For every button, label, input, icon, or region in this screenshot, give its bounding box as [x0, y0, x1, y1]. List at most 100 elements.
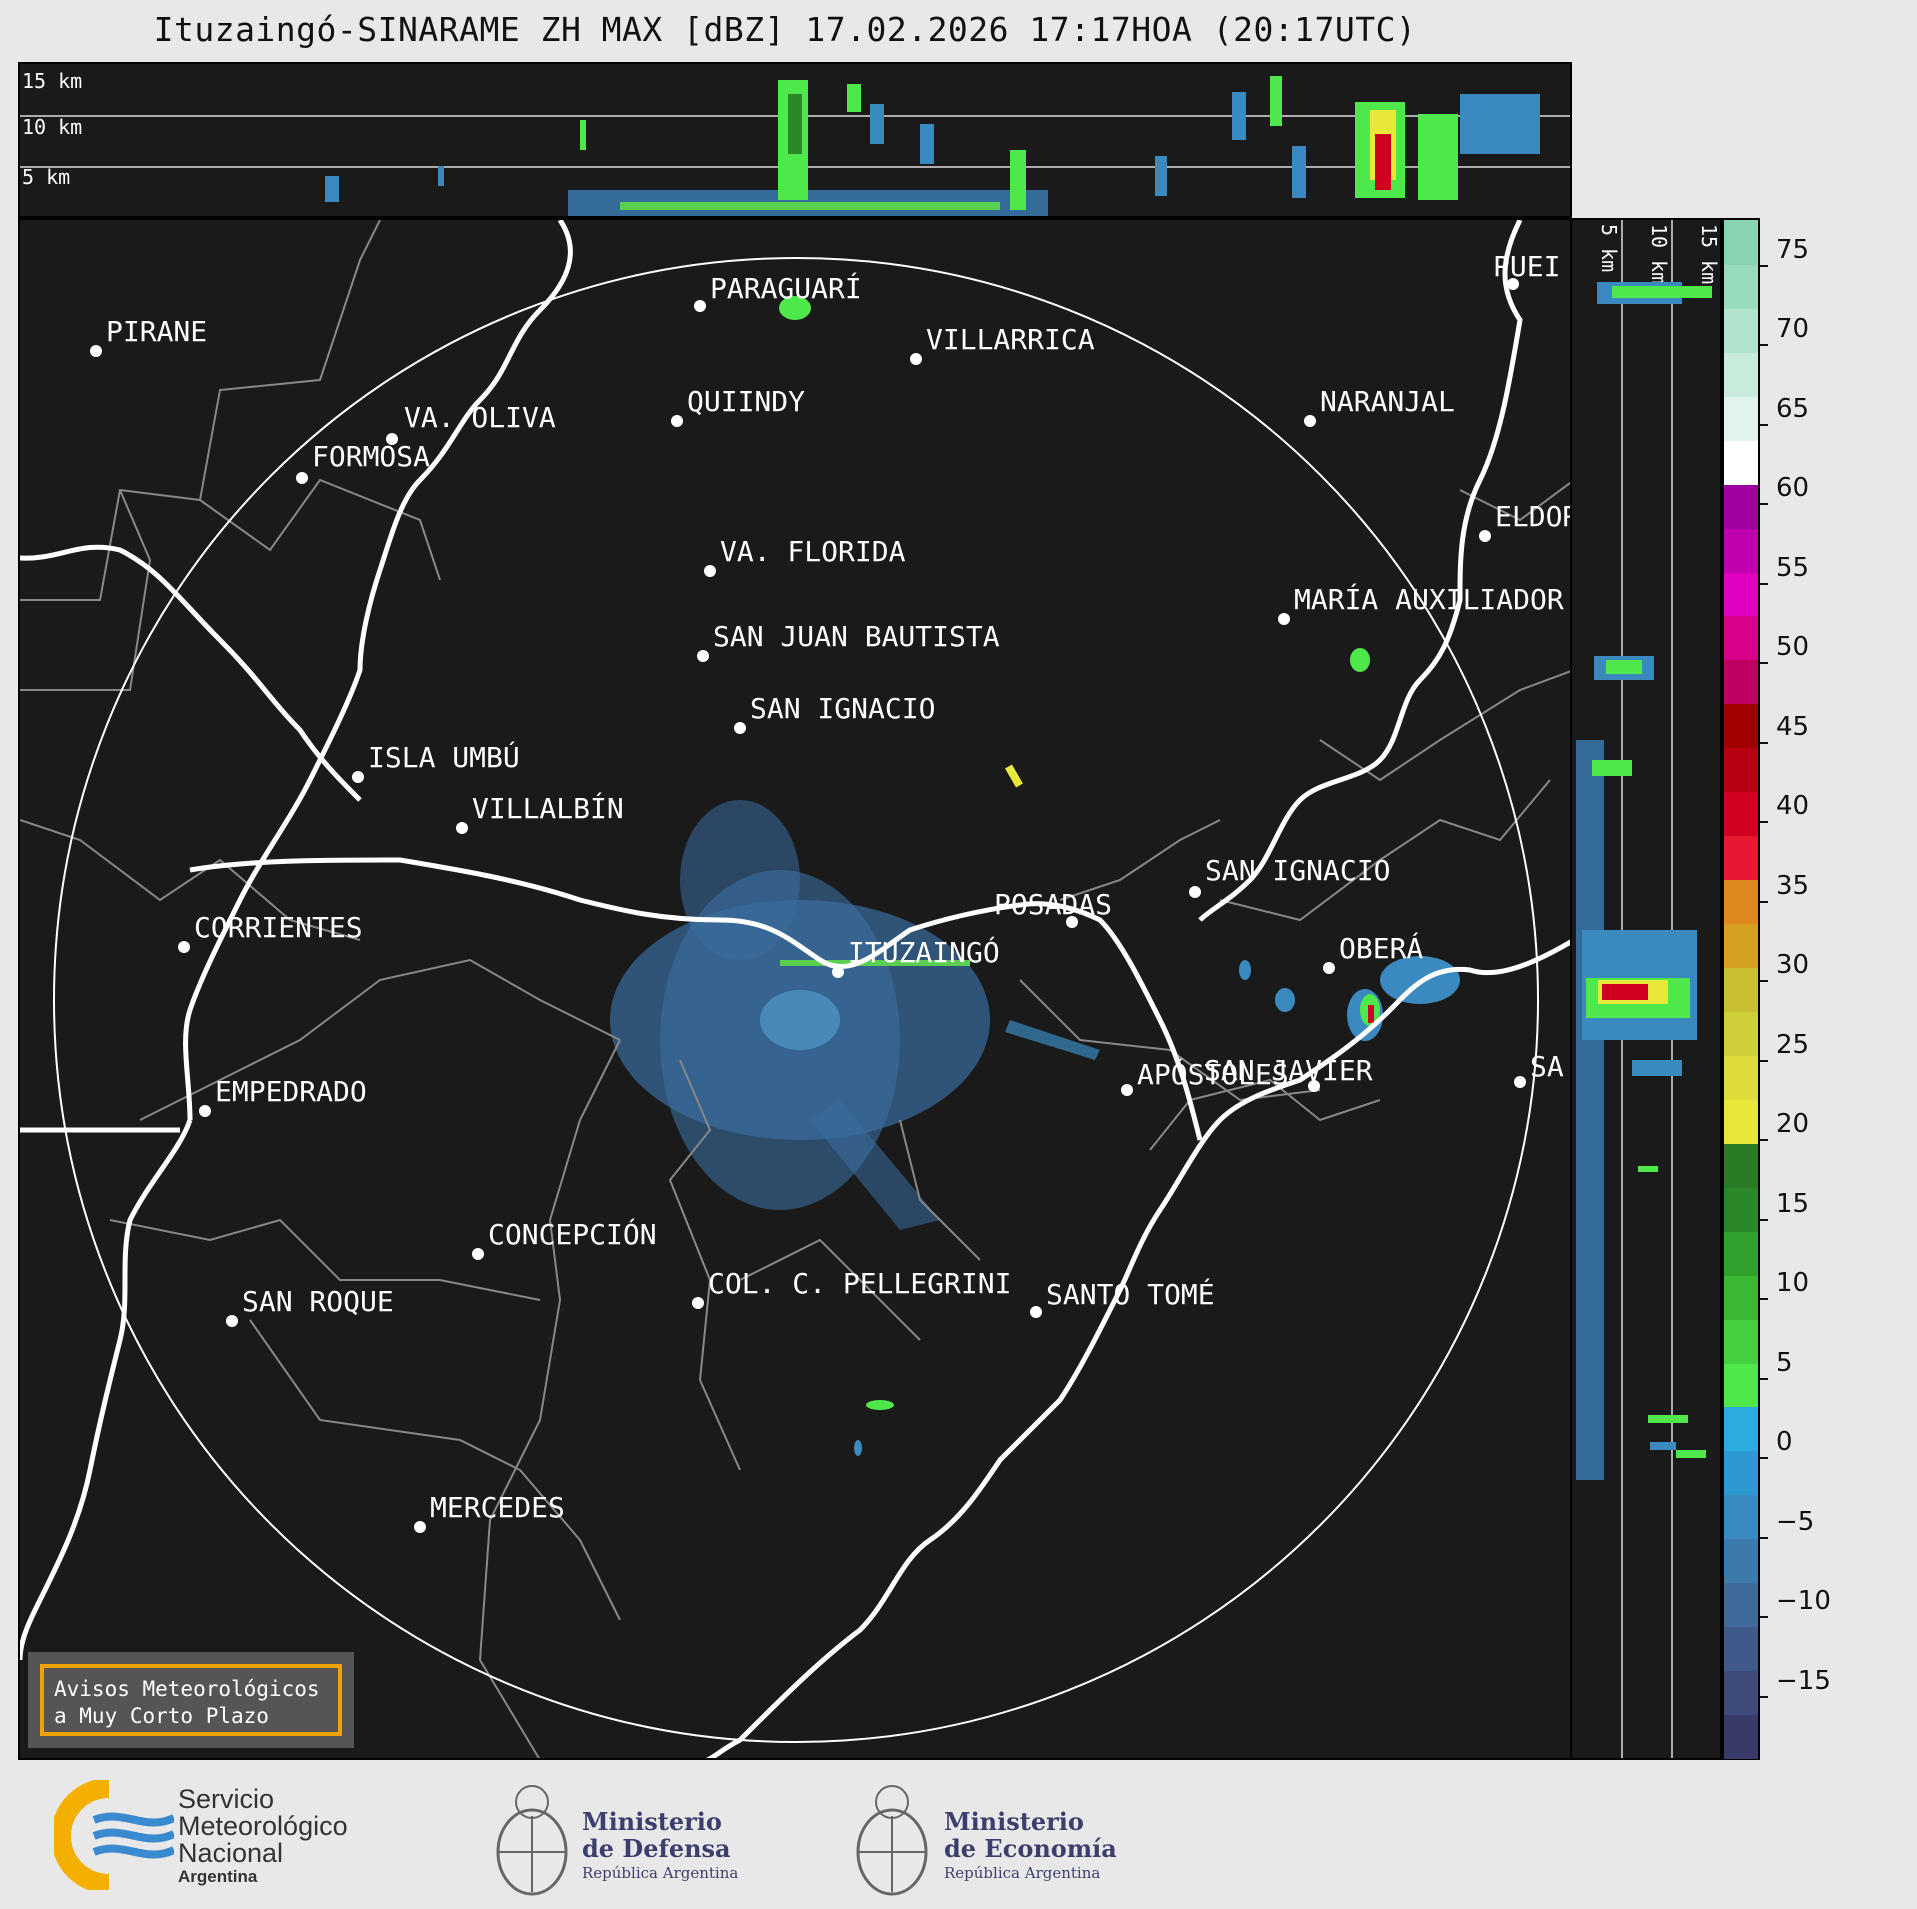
- colorbar-tick: 0: [1760, 1427, 1793, 1472]
- city-markers: PARAGUARÍ PIRANE VILLARRICA QUIINDY VA. OLIV…: [90, 250, 1572, 1533]
- colorbar-tick-label: 20: [1776, 1109, 1810, 1140]
- city-label-san-ignacio: SAN IGNACIO: [1205, 854, 1390, 887]
- colorbar-segment: [1724, 1010, 1758, 1056]
- colorbar-tick: 25: [1760, 1030, 1809, 1075]
- city-label-san-javier: SAN JAVIER: [1204, 1054, 1373, 1087]
- city-marker-san-juan-bautista: [697, 650, 709, 662]
- colorbar-tick-label: −15: [1776, 1665, 1831, 1696]
- colorbar-tick-label: 75: [1776, 234, 1810, 265]
- top-label-5km: 5 km: [22, 165, 70, 189]
- colorbar-segment: [1724, 1538, 1758, 1584]
- colorbar-segment: [1724, 1142, 1758, 1188]
- colorbar-segment: [1724, 1054, 1758, 1100]
- city-marker-santo-tome: [1030, 1306, 1042, 1318]
- avisos-line1: Avisos Meteorológicos: [54, 1677, 320, 1701]
- city-marker-naranjal: [1304, 415, 1316, 427]
- city-label-pirane: PIRANE: [106, 315, 207, 348]
- avisos-badge[interactable]: Avisos Meteorológicos a Muy Corto Plazo: [28, 1652, 354, 1748]
- side-cross-section-svg: 5 km 10 km 15 km: [1576, 220, 1721, 1758]
- avisos-line2: a Muy Corto Plazo: [54, 1704, 269, 1728]
- colorbar-segment: [1724, 1714, 1758, 1759]
- smn-line4: Argentina: [178, 1867, 258, 1886]
- city-marker-puei: [1507, 278, 1519, 290]
- chart-title: Ituzaingó-SINARAME ZH MAX [dBZ] 17.02.20…: [153, 10, 1417, 49]
- river-borders: [20, 220, 1570, 1758]
- defensa-line2: de Defensa: [582, 1834, 731, 1863]
- colorbar-segment: [1724, 483, 1758, 529]
- colorbar-segment: [1724, 1186, 1758, 1232]
- city-marker-mercedes: [414, 1521, 426, 1533]
- city-label-corrientes: CORRIENTES: [194, 911, 363, 944]
- city-label-villarrica: VILLARRICA: [926, 323, 1095, 356]
- colorbar-segment: [1724, 527, 1758, 573]
- colorbar-segment: [1724, 439, 1758, 485]
- colorbar-tick-label: 65: [1776, 393, 1810, 424]
- top-cross-section-svg: 15 km 10 km 5 km: [20, 69, 1570, 216]
- city-label-ituzaingo: ITUZAINGÓ: [848, 935, 1000, 969]
- side-label-15km: 15 km: [1697, 224, 1721, 284]
- city-label-eldor: ELDOR: [1495, 500, 1572, 533]
- city-marker-concepcion: [472, 1248, 484, 1260]
- top-cross-section-panel: 15 km 10 km 5 km: [18, 62, 1572, 218]
- smn-logo-icon: [54, 1780, 174, 1890]
- colorbar-tick: −15: [1760, 1666, 1831, 1711]
- colorbar-tick: 55: [1760, 553, 1809, 598]
- city-marker-paraguari: [694, 300, 706, 312]
- colorbar-segment: [1724, 1670, 1758, 1716]
- city-label-sa: SA: [1530, 1050, 1564, 1083]
- radar-map-svg: PARAGUARÍ PIRANE VILLARRICA QUIINDY VA. OLIV…: [20, 220, 1572, 1758]
- colorbar-segment: [1724, 703, 1758, 749]
- colorbar-segment: [1724, 967, 1758, 1012]
- city-marker-apostoles: [1121, 1084, 1133, 1096]
- city-label-obera: OBERÁ: [1339, 931, 1423, 965]
- city-label-isla-umbu: ISLA UMBÚ: [368, 740, 520, 774]
- colorbar-tick: 35: [1760, 871, 1809, 916]
- colorbar-tick-label: 30: [1776, 950, 1810, 981]
- radar-map-panel: PARAGUARÍ PIRANE VILLARRICA QUIINDY VA. OLIV…: [18, 218, 1572, 1760]
- city-label-villalbin: VILLALBÍN: [472, 791, 624, 825]
- economia-line3: República Argentina: [944, 1864, 1101, 1882]
- colorbar-tick: 5: [1760, 1348, 1793, 1393]
- city-marker-eldor: [1479, 530, 1491, 542]
- city-marker-san-javier: [1308, 1080, 1320, 1092]
- colorbar-tick-label: 40: [1776, 791, 1810, 822]
- city-label-puei: PUEI: [1493, 250, 1560, 283]
- colorbar-tick: 15: [1760, 1189, 1809, 1234]
- city-label-san-ignacio: SAN IGNACIO: [750, 692, 935, 725]
- city-marker-sa: [1514, 1076, 1526, 1088]
- side-label-10km: 10 km: [1647, 224, 1671, 284]
- city-label-paraguari: PARAGUARÍ: [710, 271, 862, 305]
- colorbar-segment: [1724, 747, 1758, 793]
- colorbar-segment: [1724, 835, 1758, 881]
- top-echoes: [325, 76, 1540, 216]
- defensa-seal-icon: [496, 1785, 568, 1896]
- smn-line3: Nacional: [178, 1838, 284, 1868]
- city-marker-col-c-pellegrini: [692, 1297, 704, 1309]
- city-marker-formosa: [296, 472, 308, 484]
- radar-echo-field: [610, 800, 1100, 1230]
- city-label-apostoles: APÓSTOLES: [1137, 1057, 1289, 1091]
- top-label-15km: 15 km: [22, 69, 82, 93]
- colorbar-segment: [1724, 615, 1758, 661]
- colorbar-tick: 45: [1760, 712, 1809, 757]
- colorbar-tick: 65: [1760, 394, 1809, 439]
- city-marker-corrientes: [178, 941, 190, 953]
- colorbar-segment: [1724, 1582, 1758, 1628]
- department-boundaries: [20, 220, 1570, 1758]
- colorbar-tick: 20: [1760, 1109, 1809, 1154]
- side-echoes: [1576, 282, 1712, 1480]
- city-label-va-oliva: VA. OLIVA: [404, 401, 556, 434]
- colorbar-segment: [1724, 879, 1758, 925]
- city-label-col-c-pellegrini: COL. C. PELLEGRINI: [708, 1267, 1011, 1300]
- colorbar-tick-label: 0: [1776, 1427, 1793, 1458]
- city-label-mercedes: MERCEDES: [430, 1491, 565, 1524]
- colorbar-segment: [1724, 1406, 1758, 1452]
- colorbar-segment: [1724, 263, 1758, 309]
- defensa-line3: República Argentina: [582, 1864, 739, 1882]
- colorbar-segment: [1724, 1098, 1758, 1144]
- colorbar-tick: 60: [1760, 473, 1809, 518]
- economia-text: Ministerio de Economía: [944, 1808, 1117, 1862]
- city-marker-quiindy: [671, 415, 683, 427]
- colorbar-tick-label: 70: [1776, 314, 1810, 345]
- dbz-colorbar-ticks: 75 70 65 60 55 50 45 40 35 30 25 20 15 10 5 0 −5 −10 −15: [1760, 218, 1900, 1760]
